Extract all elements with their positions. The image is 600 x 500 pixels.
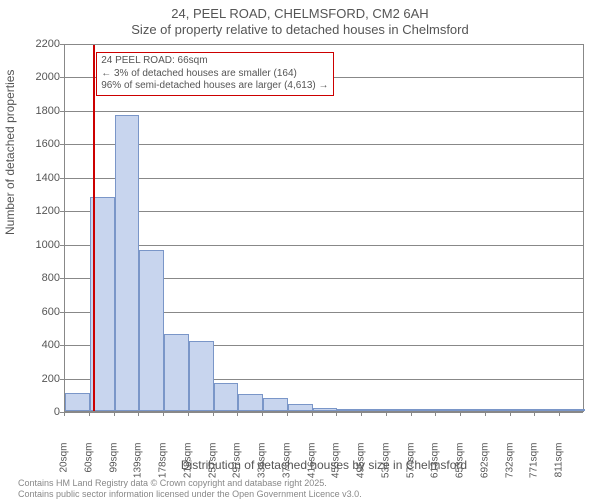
y-tick-label: 600 — [24, 306, 60, 318]
histogram-bar — [337, 409, 362, 411]
gridline — [65, 245, 583, 246]
x-tick-mark — [287, 412, 288, 416]
x-tick-mark — [534, 412, 535, 416]
annotation-line: 96% of semi-detached houses are larger (… — [101, 80, 328, 93]
y-axis-label: Number of detached properties — [3, 70, 17, 235]
x-tick-mark — [114, 412, 115, 416]
x-tick-mark — [138, 412, 139, 416]
y-tick-label: 1600 — [24, 138, 60, 150]
annotation-line: ← 3% of detached houses are smaller (164… — [101, 68, 328, 81]
x-tick-mark — [163, 412, 164, 416]
y-tick-label: 1800 — [24, 105, 60, 117]
histogram-bar — [387, 409, 412, 411]
y-tick-label: 1000 — [24, 239, 60, 251]
footer-line1: Contains HM Land Registry data © Crown c… — [18, 478, 327, 488]
x-tick-mark — [262, 412, 263, 416]
histogram-bar — [535, 409, 560, 411]
x-tick-mark — [89, 412, 90, 416]
x-tick-mark — [435, 412, 436, 416]
x-tick-mark — [237, 412, 238, 416]
x-tick-mark — [64, 412, 65, 416]
histogram-bar — [436, 409, 461, 411]
x-tick-mark — [361, 412, 362, 416]
gridline — [65, 44, 583, 45]
histogram-bar — [164, 334, 189, 411]
x-tick-mark — [188, 412, 189, 416]
histogram-bar — [65, 393, 90, 411]
x-tick-mark — [559, 412, 560, 416]
y-tick-label: 200 — [24, 373, 60, 385]
histogram-bar — [115, 115, 140, 411]
x-tick-mark — [336, 412, 337, 416]
x-tick-mark — [386, 412, 387, 416]
histogram-bar — [139, 250, 164, 411]
x-tick-mark — [485, 412, 486, 416]
y-tick-label: 1400 — [24, 172, 60, 184]
x-axis-label: Distribution of detached houses by size … — [64, 458, 584, 472]
histogram-bar — [461, 409, 486, 411]
x-tick-mark — [510, 412, 511, 416]
gridline — [65, 211, 583, 212]
plot-area: 24 PEEL ROAD: 66sqm← 3% of detached hous… — [64, 44, 584, 412]
x-tick-mark — [213, 412, 214, 416]
annotation-box: 24 PEEL ROAD: 66sqm← 3% of detached hous… — [96, 52, 333, 96]
x-tick-mark — [411, 412, 412, 416]
x-tick-mark — [460, 412, 461, 416]
x-tick-mark — [312, 412, 313, 416]
histogram-bar — [214, 383, 239, 411]
y-tick-label: 800 — [24, 272, 60, 284]
gridline — [65, 178, 583, 179]
y-tick-label: 400 — [24, 339, 60, 351]
histogram-bar — [412, 409, 437, 411]
histogram-bar — [560, 409, 585, 411]
y-tick-label: 2000 — [24, 71, 60, 83]
histogram-bar — [362, 409, 387, 411]
gridline — [65, 111, 583, 112]
histogram-bar — [486, 409, 511, 411]
footer-line2: Contains public sector information licen… — [18, 489, 362, 499]
y-tick-label: 1200 — [24, 205, 60, 217]
chart-title-line2: Size of property relative to detached ho… — [0, 22, 600, 37]
gridline — [65, 144, 583, 145]
histogram-bar — [511, 409, 536, 411]
histogram-chart: 24, PEEL ROAD, CHELMSFORD, CM2 6AH Size … — [0, 0, 600, 500]
histogram-bar — [189, 341, 214, 411]
y-tick-label: 2200 — [24, 38, 60, 50]
histogram-bar — [263, 398, 288, 411]
y-tick-label: 0 — [24, 406, 60, 418]
annotation-line: 24 PEEL ROAD: 66sqm — [101, 55, 328, 68]
chart-title-line1: 24, PEEL ROAD, CHELMSFORD, CM2 6AH — [0, 6, 600, 21]
histogram-bar — [313, 408, 338, 411]
gridline — [65, 412, 583, 413]
histogram-bar — [288, 404, 313, 411]
histogram-bar — [238, 394, 263, 411]
reference-line — [93, 45, 95, 411]
